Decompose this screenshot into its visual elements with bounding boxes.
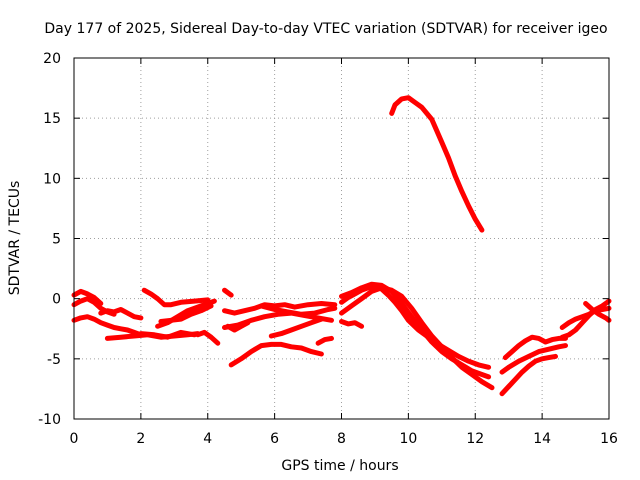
series-arc-03: [98, 307, 144, 321]
series-arc-15: [228, 341, 324, 368]
x-tick-label: 2: [136, 431, 145, 447]
y-tick-label: 0: [52, 292, 61, 308]
axis-tick-labels: 0 2 4 6 8 10 12 14 16 -10 -5 0 5 10 15 20: [38, 51, 618, 447]
axis-ticks: [73, 57, 610, 420]
series-arc-27: [559, 298, 612, 340]
y-tick-label: -10: [38, 412, 61, 428]
y-tick-label: 15: [43, 111, 61, 127]
series-arc-29: [583, 301, 612, 323]
series-arc-28: [559, 305, 612, 330]
series-arc-09: [158, 303, 214, 324]
y-tick-label: 10: [43, 171, 61, 187]
series-arc-12: [222, 301, 338, 316]
series-arc-26: [502, 334, 568, 361]
x-axis-label: GPS time / hours: [281, 458, 398, 474]
series-arc-11: [222, 287, 234, 298]
series-arc-17: [258, 303, 338, 317]
series-arc-01: [71, 288, 104, 306]
series-arc-10: [195, 329, 221, 346]
y-axis-label: SDTVAR / TECUs: [7, 181, 23, 296]
y-tick-label: -5: [47, 352, 61, 368]
x-tick-label: 4: [203, 431, 212, 447]
series-arc-16: [268, 316, 324, 339]
series-arc-25: [499, 343, 568, 375]
grid-lines: [74, 58, 609, 419]
y-tick-label: 5: [52, 232, 61, 248]
series-arc-21: [339, 285, 495, 391]
x-tick-label: 14: [533, 431, 551, 447]
x-tick-label: 12: [466, 431, 484, 447]
series-arc-07: [141, 287, 211, 308]
x-tick-label: 6: [270, 431, 279, 447]
x-tick-label: 16: [600, 431, 618, 447]
chart-title: Day 177 of 2025, Sidereal Day-to-day VTE…: [44, 21, 607, 37]
series-arc-22: [339, 319, 365, 329]
series-arc-24: [499, 353, 558, 397]
series-arc-04: [71, 314, 144, 338]
data-series: [71, 95, 612, 397]
series-arc-14: [225, 320, 251, 333]
x-tick-label: 0: [70, 431, 79, 447]
x-tick-label: 10: [399, 431, 417, 447]
series-arc-06: [138, 329, 197, 340]
x-tick-label: 8: [337, 431, 346, 447]
series-arc-18: [315, 335, 334, 346]
series-arc-23: [389, 95, 485, 233]
y-tick-label: 20: [43, 51, 61, 67]
